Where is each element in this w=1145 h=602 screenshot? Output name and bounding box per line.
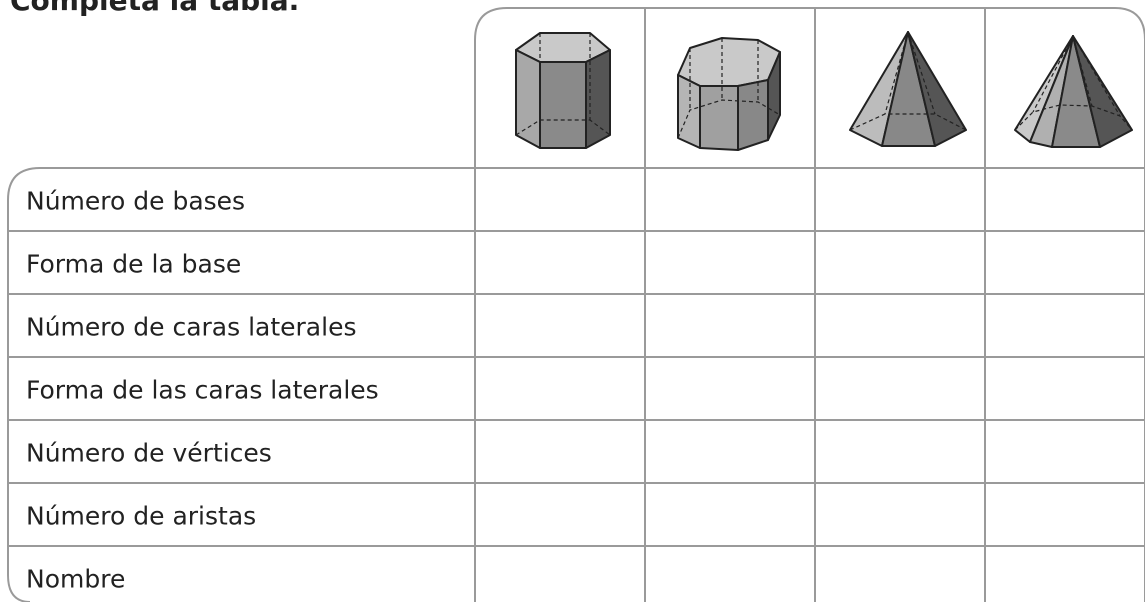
row-label: Número de aristas xyxy=(26,502,256,531)
row-label: Forma de las caras laterales xyxy=(26,376,379,405)
row-label: Número de bases xyxy=(26,187,245,216)
row-label: Número de caras laterales xyxy=(26,313,356,342)
row-label: Número de vértices xyxy=(26,439,272,468)
hexagonal-prism xyxy=(515,32,611,149)
row-label: Nombre xyxy=(26,565,125,594)
row-label: Forma de la base xyxy=(26,250,241,279)
octagonal-prism xyxy=(677,37,781,151)
octagonal-pyramid xyxy=(1014,35,1133,148)
hexagonal-pyramid xyxy=(849,31,967,147)
table-grid xyxy=(7,7,1145,602)
instruction: Completa la tabla. xyxy=(10,0,299,17)
